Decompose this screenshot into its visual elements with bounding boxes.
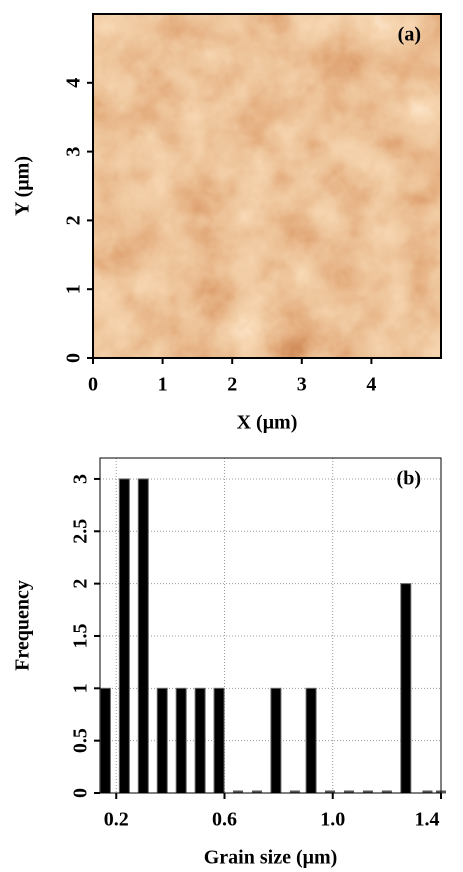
bar (137, 478, 149, 794)
x-tick-label: 1.0 (320, 809, 345, 831)
y-axis-label: Frequency (12, 580, 34, 671)
bar (194, 687, 206, 794)
x-tick-label: 1 (158, 374, 168, 396)
y-tick-label: 1.5 (70, 623, 92, 648)
y-tick-label: 0 (63, 353, 85, 363)
bar (400, 583, 412, 794)
annotation: (a) (398, 24, 421, 46)
bar (270, 687, 282, 794)
plot-frame (92, 13, 442, 359)
y-tick-label: 3 (63, 147, 85, 157)
bar (99, 687, 111, 794)
bar (213, 687, 225, 794)
y-tick-label: 0.5 (70, 728, 92, 753)
annotation: (b) (397, 468, 421, 490)
x-tick-label: 3 (297, 374, 307, 396)
y-tick-label: 4 (63, 78, 85, 88)
y-tick-label: 2 (70, 579, 92, 589)
x-axis-label: X (μm) (237, 412, 298, 434)
y-tick-label: 2.5 (70, 519, 92, 544)
bar (175, 687, 187, 794)
y-tick-label: 2 (63, 215, 85, 225)
x-axis-label: Grain size (μm) (204, 847, 338, 869)
y-axis-label: Y (μm) (12, 156, 34, 216)
afm-image (93, 14, 441, 358)
x-tick-label: 2 (227, 374, 237, 396)
y-tick-label: 3 (70, 474, 92, 484)
x-tick-label: 0 (88, 374, 98, 396)
y-tick-label: 1 (63, 284, 85, 294)
x-tick-label: 1.4 (415, 809, 440, 831)
bar (305, 687, 317, 794)
x-tick-label: 0.6 (212, 809, 237, 831)
bar (156, 687, 168, 794)
bar (118, 478, 130, 794)
y-tick-label: 0 (70, 788, 92, 798)
x-tick-label: 4 (366, 374, 376, 396)
x-tick-label: 0.2 (104, 809, 129, 831)
y-tick-label: 1 (70, 683, 92, 693)
plot-frame (99, 457, 442, 794)
